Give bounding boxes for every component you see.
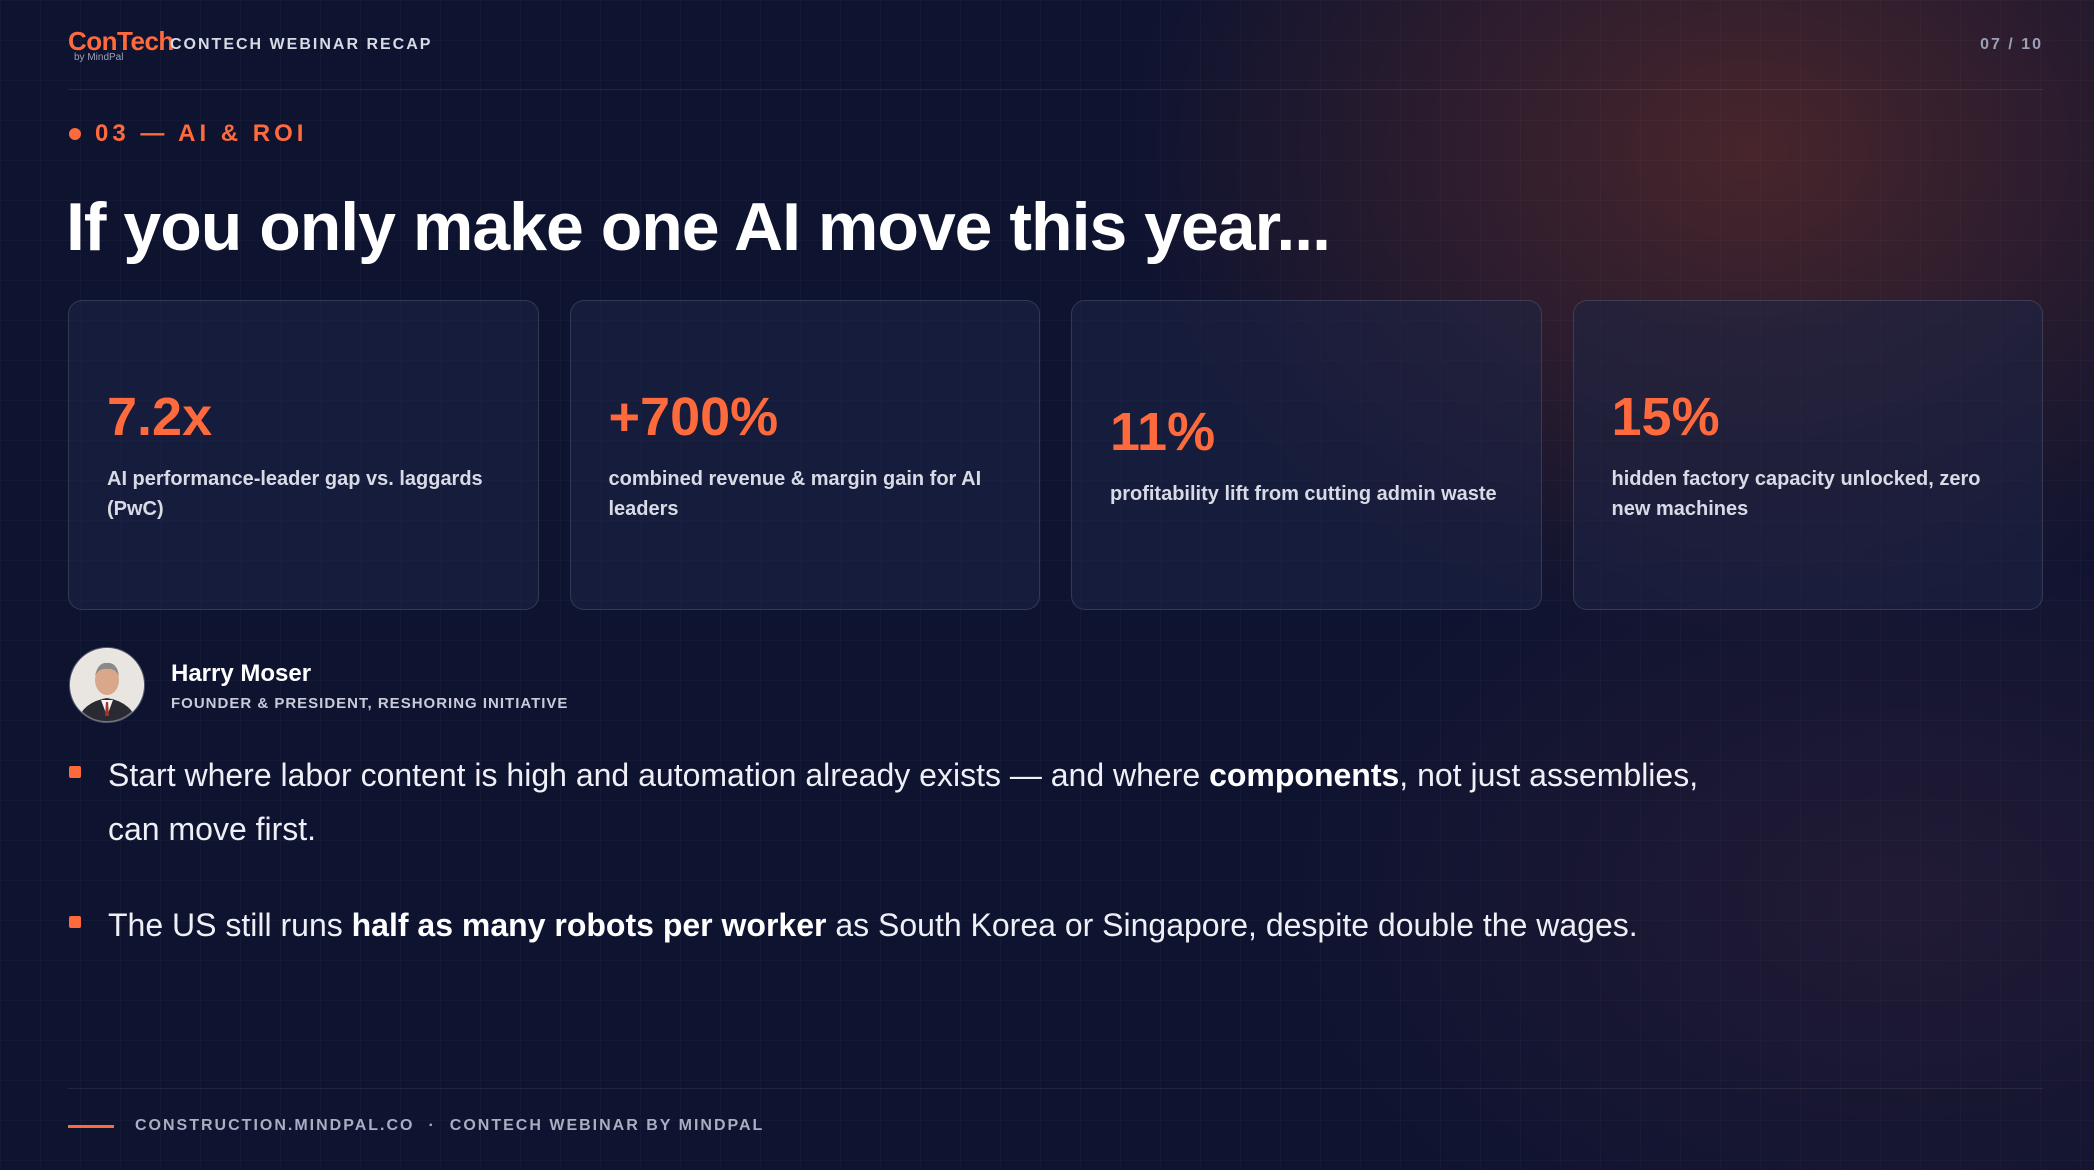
bullet-text: The US still runs: [108, 907, 352, 943]
header-title: CONTECH WEBINAR RECAP: [170, 36, 433, 53]
footer-accent: [68, 1125, 114, 1128]
bullet-emphasis: components: [1209, 757, 1400, 793]
stat-value: 11%: [1110, 402, 1216, 462]
footer: CONSTRUCTION.MINDPAL.CO · CONTECH WEBINA…: [135, 1117, 764, 1135]
speaker-role: FOUNDER & PRESIDENT, RESHORING INITIATIV…: [171, 695, 569, 712]
bullet: Start where labor content is high and au…: [68, 748, 1748, 856]
stat-card: 11% profitability lift from cutting admin…: [1071, 300, 1542, 610]
bullet-text: Start where labor content is high and au…: [108, 757, 1210, 793]
stat-card: 15% hidden factory capacity unlocked, zer…: [1572, 300, 2043, 610]
section-label: 03 — AI & ROI: [95, 120, 308, 147]
stat-label: profitability lift from cutting admin wa…: [1110, 483, 1497, 505]
bullet-text: , not just assemblies, can move first.: [108, 757, 1699, 847]
logo: ConTech: [68, 26, 174, 56]
stat-label: hidden factory capacity unlocked, zero n…: [1611, 468, 1981, 520]
slide-title: If you only make one AI move this year..…: [66, 189, 1331, 265]
bullet-text: as South Korea or Singapore, despite dou…: [826, 907, 1638, 943]
bullet-list: Start where labor content is high and au…: [68, 748, 1748, 994]
stat-label: AI performance-leader gap vs. laggards (…: [107, 468, 483, 520]
stat-label: combined revenue & margin gain for AI le…: [608, 468, 982, 520]
footer-site: CONSTRUCTION.MINDPAL.CO: [135, 1117, 415, 1134]
stat-card: 7.2x AI performance-leader gap vs. laggar…: [68, 300, 539, 610]
stat-cards: 7.2x AI performance-leader gap vs. laggar…: [68, 300, 2043, 610]
stat-value: 15%: [1611, 387, 1720, 447]
bullet: The US still runs half as many robots pe…: [68, 898, 1748, 952]
logo-sub: by MindPal: [74, 52, 124, 63]
footer-separator: ·: [428, 1117, 436, 1134]
stat-value: 7.2x: [107, 387, 213, 447]
stat-value: +700%: [608, 387, 779, 447]
divider: [68, 1088, 2043, 1089]
section-dot: [69, 128, 81, 140]
footer-credit: CONTECH WEBINAR BY MINDPAL: [449, 1117, 765, 1134]
stat-card: +700% combined revenue & margin gain for …: [569, 300, 1040, 610]
speaker-name: Harry Moser: [171, 660, 312, 687]
bullet-emphasis: half as many robots per worker: [351, 907, 827, 943]
avatar: [69, 647, 145, 723]
divider: [68, 89, 2043, 90]
page-number: 07 / 10: [1980, 36, 2043, 53]
